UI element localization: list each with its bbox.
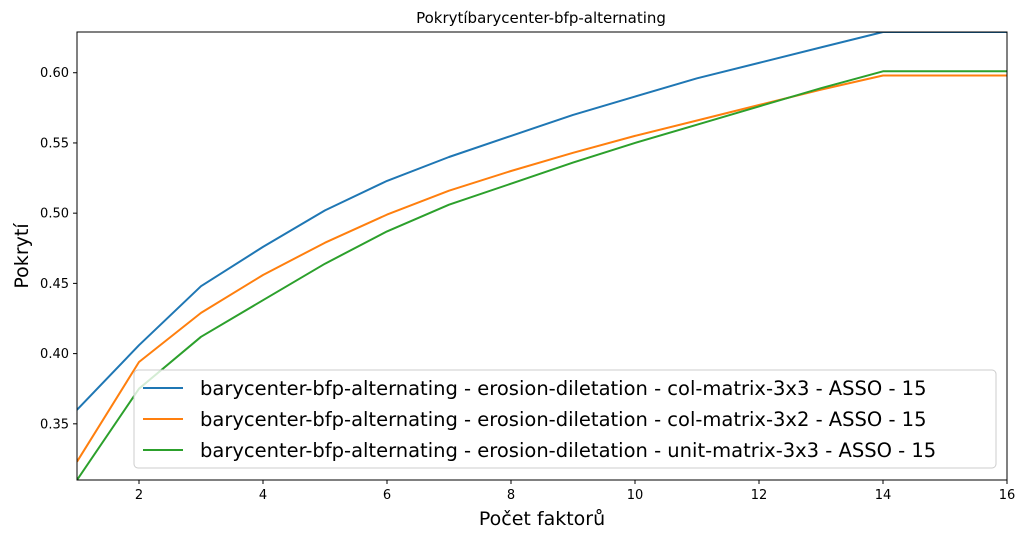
x-tick-label: 2: [135, 488, 143, 503]
legend: barycenter-bfp-alternating - erosion-dil…: [133, 369, 997, 469]
y-tick-label: 0.55: [40, 136, 69, 151]
y-tick-label: 0.35: [40, 417, 69, 432]
legend-label-2: barycenter-bfp-alternating - erosion-dil…: [200, 408, 927, 431]
x-tick-label: 10: [627, 488, 644, 503]
y-axis-label: Pokrytí: [11, 223, 33, 289]
legend-label-1: barycenter-bfp-alternating - erosion-dil…: [200, 377, 927, 400]
chart-title: Pokrytíbarycenter-bfp-alternating: [416, 9, 666, 27]
plot-frame: [76, 31, 1008, 481]
series-line-3: [77, 70, 1007, 480]
y-tick-label: 0.40: [40, 347, 69, 362]
x-tick-label: 8: [507, 488, 515, 503]
x-tick-label: 6: [383, 488, 391, 503]
x-tick-label: 4: [259, 488, 267, 503]
legend-label-3: barycenter-bfp-alternating - erosion-dil…: [200, 439, 936, 462]
y-axis-ticks: 0.35 0.40 0.45 0.50 0.55 0.60: [40, 66, 77, 432]
x-tick-label: 14: [875, 488, 892, 503]
series-line-2: [77, 74, 1007, 463]
y-tick-label: 0.60: [40, 66, 69, 81]
x-axis-ticks: 2 4 6 8 10 12 14 16: [135, 480, 1015, 503]
plot-lines: [77, 32, 1007, 480]
series-line-1: [77, 32, 1007, 411]
x-tick-label: 16: [999, 488, 1016, 503]
x-axis-label: Počet faktorů: [479, 508, 605, 530]
x-tick-label: 12: [751, 488, 768, 503]
y-tick-label: 0.45: [40, 277, 69, 292]
legend-box: [133, 369, 997, 469]
y-tick-label: 0.50: [40, 207, 69, 222]
